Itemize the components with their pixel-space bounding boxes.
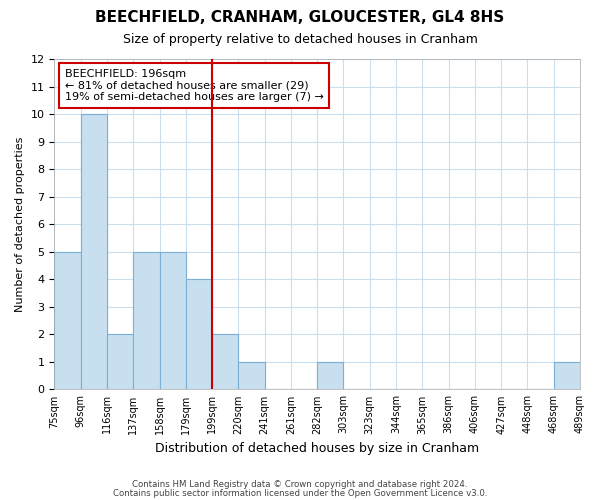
Bar — [212, 334, 238, 390]
Bar — [80, 114, 107, 390]
Bar — [133, 252, 160, 390]
Bar — [554, 362, 580, 390]
Bar — [238, 362, 265, 390]
Text: Contains HM Land Registry data © Crown copyright and database right 2024.: Contains HM Land Registry data © Crown c… — [132, 480, 468, 489]
Bar — [160, 252, 186, 390]
Text: BEECHFIELD: 196sqm
← 81% of detached houses are smaller (29)
19% of semi-detache: BEECHFIELD: 196sqm ← 81% of detached hou… — [65, 69, 324, 102]
Bar — [317, 362, 343, 390]
X-axis label: Distribution of detached houses by size in Cranham: Distribution of detached houses by size … — [155, 442, 479, 455]
Text: BEECHFIELD, CRANHAM, GLOUCESTER, GL4 8HS: BEECHFIELD, CRANHAM, GLOUCESTER, GL4 8HS — [95, 10, 505, 25]
Text: Size of property relative to detached houses in Cranham: Size of property relative to detached ho… — [122, 32, 478, 46]
Bar — [55, 252, 80, 390]
Bar — [186, 280, 212, 390]
Bar — [107, 334, 133, 390]
Y-axis label: Number of detached properties: Number of detached properties — [15, 136, 25, 312]
Text: Contains public sector information licensed under the Open Government Licence v3: Contains public sector information licen… — [113, 488, 487, 498]
